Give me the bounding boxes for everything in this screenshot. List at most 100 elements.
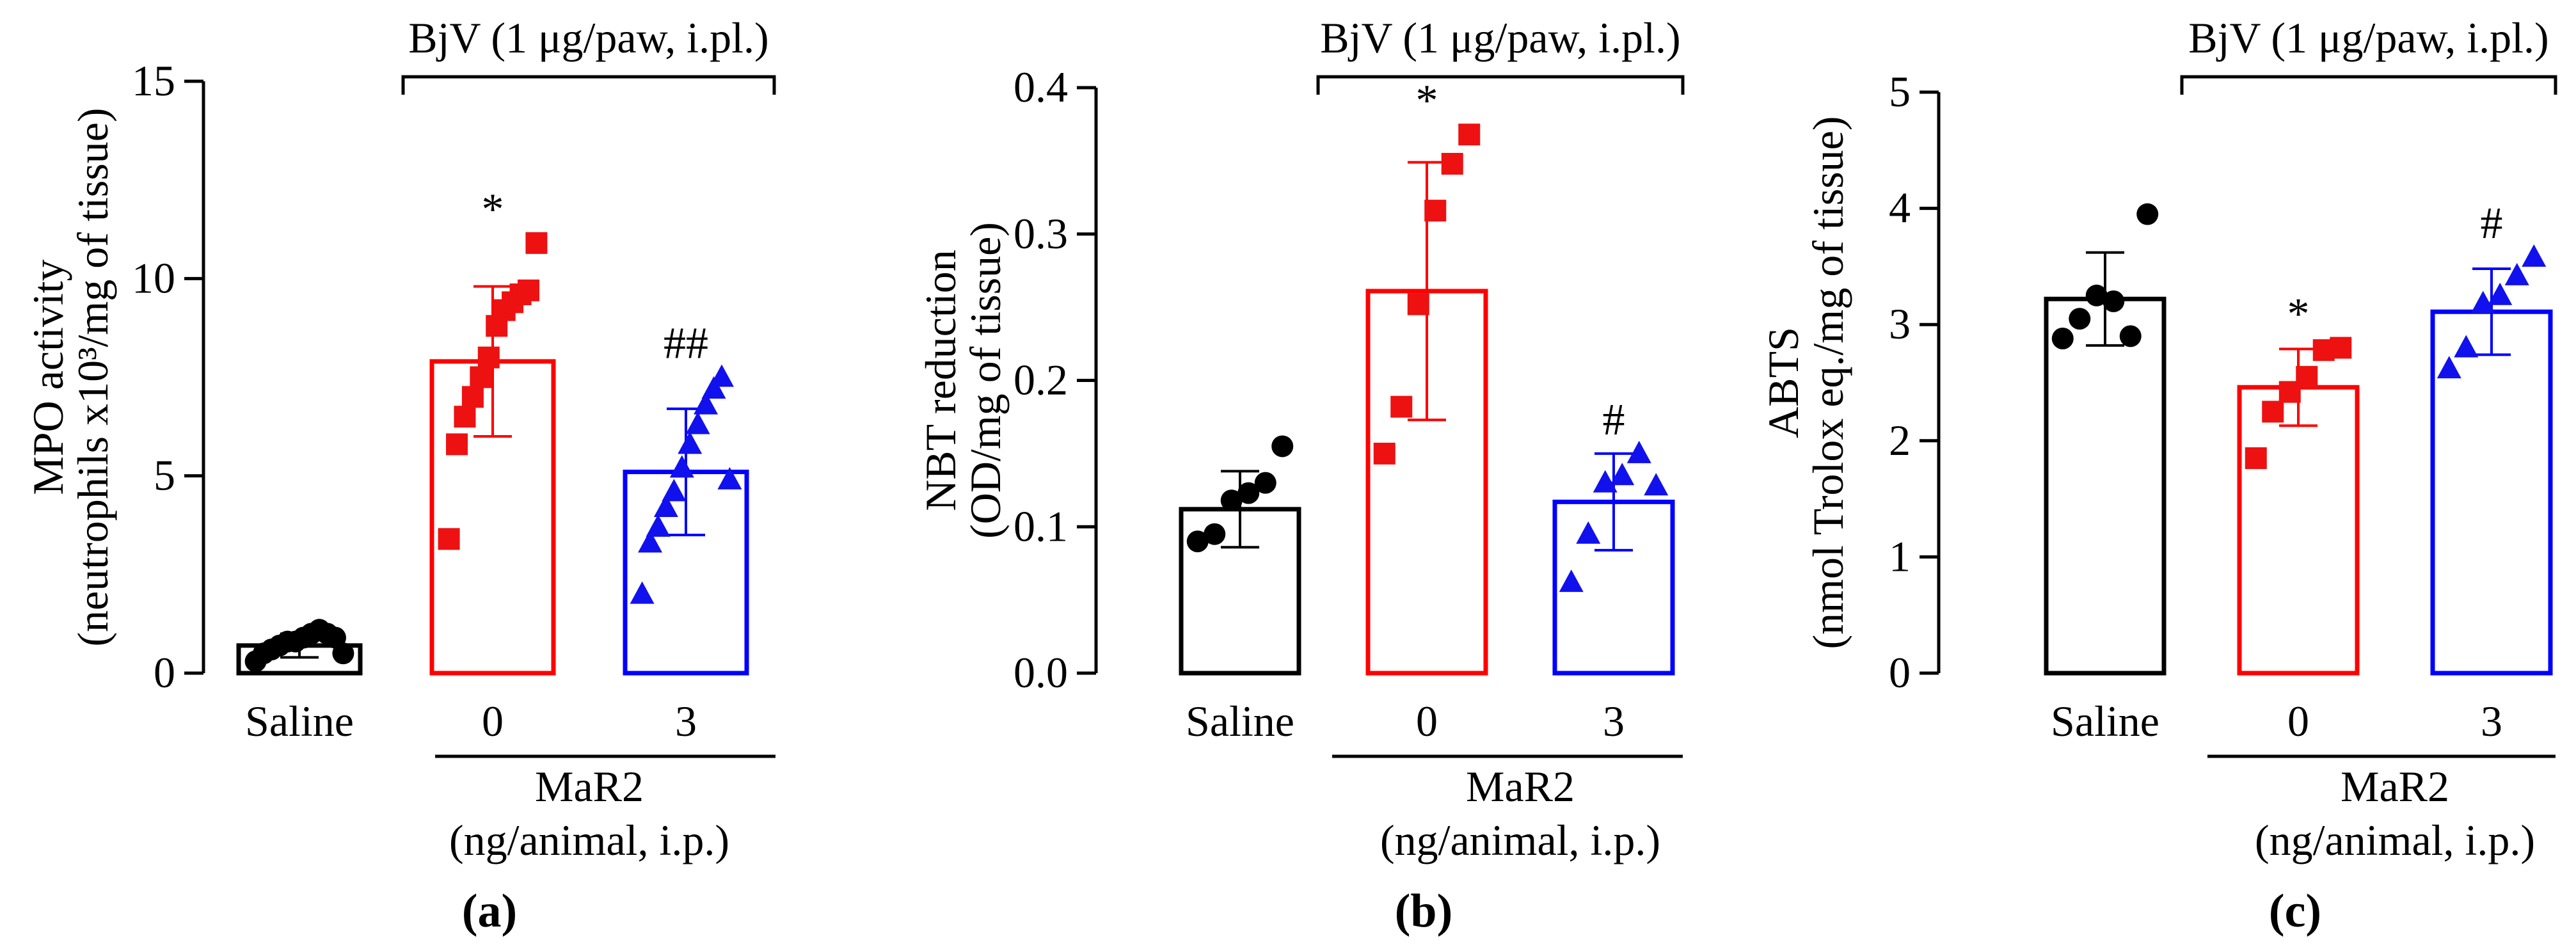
- data-point-square: [438, 528, 460, 550]
- significance-marker: #: [2481, 199, 2503, 248]
- group-label-sub: (ng/animal, i.p.): [2255, 816, 2535, 864]
- chart-panel-b: 0.0 0.1 0.2 0.3 0.4 NBT reduction(OD/mg of ti…: [916, 13, 1685, 937]
- data-point-triangle: [1626, 440, 1651, 463]
- data-point-triangle: [1559, 569, 1584, 593]
- significance-marker: *: [2287, 290, 2310, 339]
- y-tick-label: 0.4: [1014, 63, 1068, 111]
- y-tick-label: 0.1: [1014, 502, 1068, 550]
- treatment-label: BjV (1 μg/paw, i.pl.): [2188, 13, 2548, 62]
- data-point-triangle: [2470, 290, 2495, 314]
- x-tick-label: 0: [1416, 697, 1438, 745]
- data-point-triangle: [717, 466, 742, 489]
- data-point-triangle: [638, 530, 663, 553]
- data-point-square: [1407, 293, 1429, 315]
- y-tick-label: 0: [1889, 648, 1911, 697]
- chart-panel-c: 0 1 2 3 4 5 ABTS(nmol Trolox eq./mg of tissue)…: [1759, 13, 2557, 937]
- data-point-square: [2262, 401, 2284, 423]
- group-label-sub: (ng/animal, i.p.): [1380, 816, 1660, 864]
- y-axis-label: MPO activity: [24, 259, 72, 495]
- panel-label: (b): [1395, 885, 1452, 937]
- treatment-label: BjV (1 μg/paw, i.pl.): [1320, 13, 1680, 62]
- data-point-triangle: [1593, 470, 1618, 493]
- y-tick-label: 3: [1889, 299, 1911, 348]
- y-tick-label: 0.0: [1014, 648, 1068, 697]
- x-tick-label: 0: [482, 697, 504, 745]
- data-point-triangle: [1610, 463, 1635, 486]
- data-point-circle: [1237, 482, 1260, 504]
- data-point-triangle: [1644, 473, 1669, 496]
- y-tick-label: 4: [1889, 184, 1911, 232]
- data-point-triangle: [2504, 262, 2529, 285]
- y-tick-label: 10: [132, 253, 175, 302]
- data-point-circle: [2051, 327, 2074, 349]
- data-point-square: [1373, 442, 1395, 465]
- data-point-square: [1441, 152, 1463, 175]
- data-point-triangle: [669, 455, 694, 478]
- data-point-triangle: [685, 411, 710, 434]
- x-tick-label: 3: [675, 697, 697, 745]
- significance-marker: #: [1603, 395, 1625, 445]
- data-point-triangle: [662, 479, 687, 502]
- data-point-square: [477, 346, 500, 369]
- chart-panel-a: 0 5 10 15 MPO activity(neutrophils x10³/mg o…: [24, 13, 776, 937]
- data-point-triangle: [701, 376, 726, 399]
- data-point-circle: [2069, 308, 2091, 330]
- data-point-square: [1424, 200, 1447, 222]
- group-label: MaR2: [2341, 762, 2449, 811]
- panel-label: (c): [2269, 885, 2321, 937]
- group-label: MaR2: [1466, 762, 1575, 811]
- y-tick-label: 0.3: [1014, 209, 1068, 258]
- data-point-square: [461, 386, 484, 408]
- data-point-circle: [2103, 290, 2125, 312]
- data-point-triangle: [2437, 356, 2461, 379]
- y-tick-label: 5: [1889, 67, 1911, 116]
- data-point-square: [525, 232, 548, 254]
- significance-marker: ##: [664, 319, 708, 369]
- x-tick-label: Saline: [245, 697, 354, 745]
- data-point-circle: [332, 642, 354, 665]
- data-point-square: [1390, 395, 1413, 418]
- data-point-triangle: [2454, 335, 2479, 358]
- x-tick-label: 3: [2481, 697, 2502, 745]
- significance-marker: *: [1416, 76, 1438, 125]
- x-tick-label: 3: [1603, 697, 1625, 745]
- y-axis-label: ABTS: [1759, 327, 1808, 438]
- data-point-triangle: [1576, 521, 1601, 544]
- data-point-circle: [2085, 284, 2108, 306]
- y-tick-label: 0: [154, 648, 175, 697]
- data-point-triangle: [2488, 282, 2513, 305]
- treatment-label: BjV (1 μg/paw, i.pl.): [408, 13, 768, 62]
- x-tick-label: Saline: [2051, 697, 2159, 745]
- y-tick-label: 1: [1889, 532, 1911, 580]
- data-point-triangle: [630, 581, 655, 604]
- y-tick-label: 5: [154, 451, 175, 500]
- y-tick-label: 2: [1889, 416, 1911, 465]
- data-point-circle: [1186, 530, 1209, 553]
- data-point-square: [1458, 123, 1481, 146]
- data-point-square: [454, 406, 476, 428]
- data-point-square: [2245, 447, 2267, 470]
- data-point-triangle: [653, 495, 678, 517]
- data-point-square: [470, 366, 492, 388]
- significance-marker: *: [482, 185, 504, 234]
- data-point-circle: [2136, 203, 2159, 225]
- data-point-square: [2330, 337, 2352, 359]
- data-point-circle: [1254, 472, 1276, 494]
- y-axis-label: NBT reduction: [916, 250, 965, 511]
- data-point-square: [2296, 365, 2318, 388]
- y-axis-label-units: (neutrophils x10³/mg of tissue): [68, 108, 117, 647]
- treatment-bracket: [401, 75, 776, 95]
- panel-label: (a): [462, 885, 517, 937]
- data-point-square: [517, 279, 539, 301]
- data-point-triangle: [646, 514, 671, 537]
- group-label-sub: (ng/animal, i.p.): [449, 816, 729, 864]
- data-point-triangle: [709, 364, 734, 387]
- y-axis-label-units: (OD/mg of tissue): [961, 222, 1010, 539]
- data-point-triangle: [678, 431, 703, 454]
- data-point-circle: [2119, 325, 2142, 347]
- data-point-circle: [1271, 435, 1294, 458]
- x-tick-label: 0: [2287, 697, 2309, 745]
- data-point-circle: [1204, 523, 1226, 545]
